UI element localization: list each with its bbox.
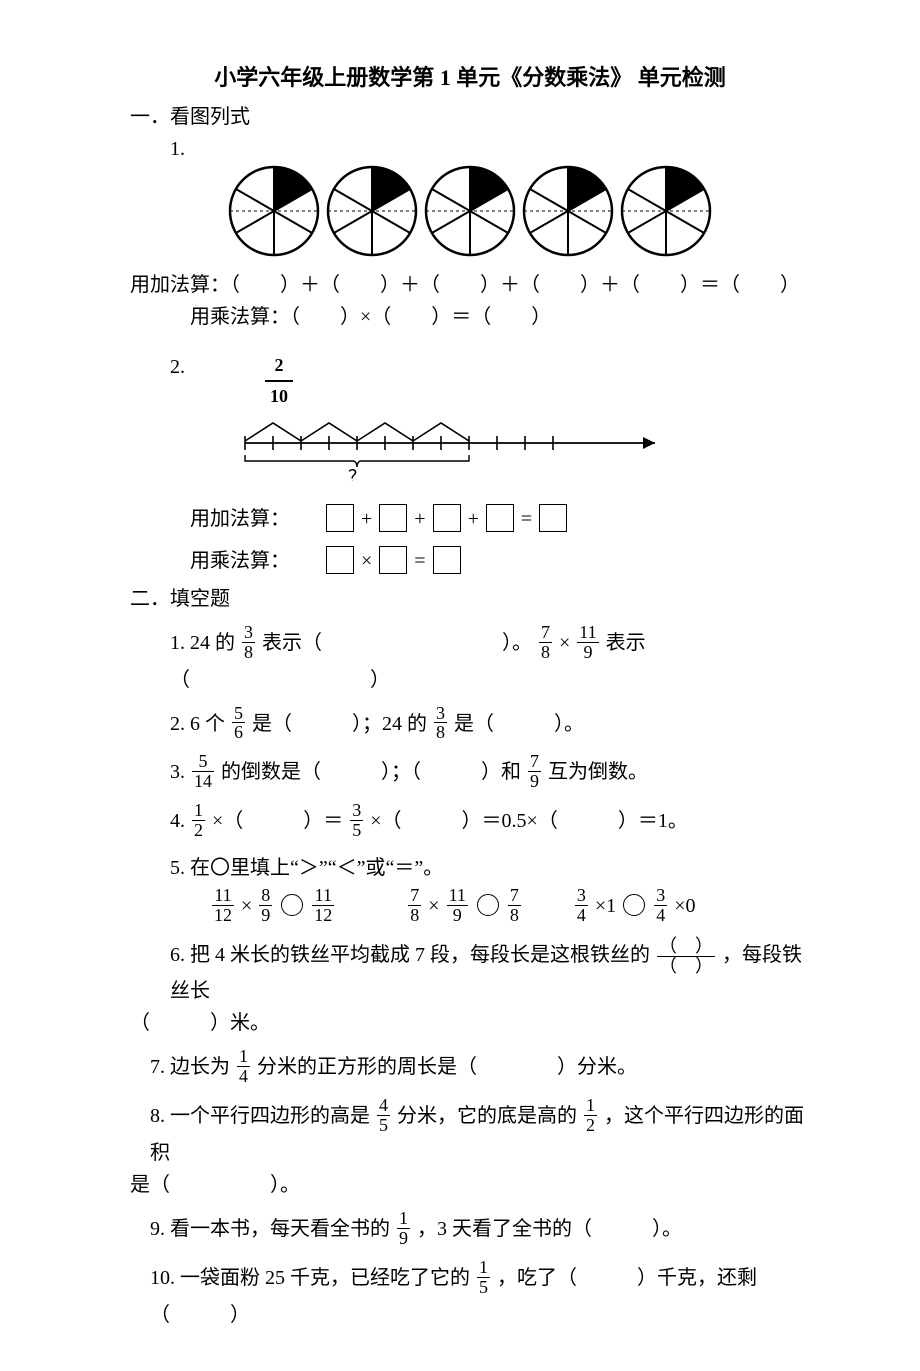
text: 分米的正方形的周长是（ ）分米。 [257, 1056, 637, 1078]
compare-circle [281, 894, 303, 916]
text: ×0 [674, 895, 695, 917]
text: 3. [170, 761, 190, 783]
q1-number: 1. [170, 133, 810, 165]
fraction: 35 [350, 801, 363, 840]
fraction: 12 [584, 1096, 597, 1135]
fraction: 1112 [312, 886, 334, 925]
q1-add: 用加法算：（ ）＋（ ）＋（ ）＋（ ）＋（ ）＝（ ） [130, 269, 810, 301]
fraction: 34 [575, 886, 588, 925]
fraction: 38 [434, 704, 447, 743]
fraction: 119 [577, 623, 598, 662]
fraction: 78 [539, 623, 552, 662]
text: 的倒数是（ ）；（ ）和 [221, 761, 521, 783]
blank-box [379, 504, 407, 532]
text: ，3 天看了全书的（ ）。 [417, 1218, 682, 1240]
text: 分米，它的底是高的 [397, 1105, 577, 1127]
section-2-head: 二．填空题 [130, 583, 810, 615]
fraction: 119 [447, 886, 468, 925]
q2-mul-label: 用乘法算： [190, 550, 290, 572]
s2-q5-row: 1112 × 89 1112 78 × 119 78 34 ×1 34 ×0 [210, 888, 810, 927]
text: 8. 一个平行四边形的高是 [150, 1105, 370, 1127]
q2-fraction-label: 2 10 [251, 351, 307, 411]
text: 10. 一袋面粉 25 千克，已经吃了它的 [150, 1267, 470, 1289]
q1-mul: 用乘法算：（ ）×（ ）＝（ ） [190, 301, 810, 333]
fraction: 15 [477, 1258, 490, 1297]
s2-q2: 2. 6 个 56 是（ ）；24 的 38 是（ ）。 [170, 706, 810, 745]
s2-q5: 5. 在〇里填上“＞”“＜”或“＝”。 [170, 852, 810, 884]
q2-mul-line: 用乘法算： × = [190, 545, 810, 577]
pie-icon [617, 163, 715, 259]
fraction: 14 [237, 1047, 250, 1086]
paren-fraction: （ ）（ ） [657, 937, 715, 976]
qmark: ？ [348, 467, 366, 481]
s2-q6: 6. 把 4 米长的铁丝平均截成 7 段，每段长是这根铁丝的 （ ）（ ） ，每… [170, 937, 810, 1008]
q2-add-line: 用加法算： + + + = [190, 503, 810, 535]
fraction: 78 [408, 886, 421, 925]
blank-box [486, 504, 514, 532]
text: 是（ ）；24 的 [252, 713, 427, 735]
blank-box [379, 546, 407, 574]
text: 7. 边长为 [150, 1056, 230, 1078]
s2-q9: 9. 看一本书，每天看全书的 19 ，3 天看了全书的（ ）。 [150, 1211, 810, 1250]
blank-box [326, 546, 354, 574]
text: 1. 24 的 [170, 632, 235, 654]
s2-q8b: 是（ ）。 [130, 1169, 810, 1201]
fraction: 79 [528, 752, 541, 791]
text: 2. 6 个 [170, 713, 225, 735]
section-1-head: 一．看图列式 [130, 101, 810, 133]
q2-number: 2. [170, 351, 185, 383]
fraction: 19 [397, 1209, 410, 1248]
fraction: 12 [192, 801, 205, 840]
s2-q8: 8. 一个平行四边形的高是 45 分米，它的底是高的 12 ，这个平行四边形的面… [150, 1098, 810, 1169]
s2-q4: 4. 12 ×（ ）＝ 35 ×（ ）＝0.5×（ ）＝1。 [170, 803, 810, 842]
text: 互为倒数。 [548, 761, 648, 783]
pie-icon [421, 163, 519, 259]
blank-box [326, 504, 354, 532]
q1-circles [130, 163, 810, 259]
numberline-icon: ？ [235, 411, 675, 481]
pie-icon [225, 163, 323, 259]
pie-icon [323, 163, 421, 259]
text: 表示（ ）。 [262, 632, 532, 654]
frac-n: 2 [265, 351, 293, 382]
compare-circle [477, 894, 499, 916]
text: ×（ ）＝ [212, 810, 343, 832]
s2-q6b: （ ）米。 [130, 1007, 810, 1039]
text: 9. 看一本书，每天看全书的 [150, 1218, 390, 1240]
s2-q1: 1. 24 的 38 表示（ ）。 78 × 119 表示（ ） [170, 625, 810, 696]
text: ×1 [595, 895, 616, 917]
s2-q7: 7. 边长为 14 分米的正方形的周长是（ ）分米。 [150, 1049, 810, 1088]
op: × [241, 895, 252, 917]
op: × [559, 632, 570, 654]
fraction: 89 [259, 886, 272, 925]
text: 5. 在〇里填上“＞”“＜”或“＝”。 [170, 857, 443, 879]
s2-q10: 10. 一袋面粉 25 千克，已经吃了它的 15 ，吃了（ ）千克，还剩（ ） [150, 1260, 810, 1331]
text: ×（ ）＝0.5×（ ）＝1。 [370, 810, 688, 832]
text: 4. [170, 810, 190, 832]
fraction: 38 [242, 623, 255, 662]
fraction: 78 [508, 886, 521, 925]
s2-q3: 3. 514 的倒数是（ ）；（ ）和 79 互为倒数。 [170, 754, 810, 793]
blank-box [539, 504, 567, 532]
fraction: 1112 [212, 886, 234, 925]
text: 是（ ）。 [454, 713, 584, 735]
frac-d: 10 [265, 382, 293, 411]
pie-icon [519, 163, 617, 259]
q2-add-label: 用加法算： [190, 508, 290, 530]
page-title: 小学六年级上册数学第 1 单元《分数乘法》 单元检测 [130, 60, 810, 95]
compare-circle [623, 894, 645, 916]
text: 6. 把 4 米长的铁丝平均截成 7 段，每段长是这根铁丝的 [170, 944, 650, 966]
blank-box [433, 546, 461, 574]
fraction: 56 [232, 704, 245, 743]
fraction: 45 [377, 1096, 390, 1135]
fraction: 514 [192, 752, 214, 791]
blank-box [433, 504, 461, 532]
op: × [428, 895, 439, 917]
fraction: 34 [654, 886, 667, 925]
